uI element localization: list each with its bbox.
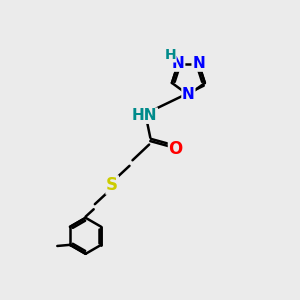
Text: N: N <box>182 87 195 102</box>
Text: H: H <box>164 48 176 62</box>
Text: HN: HN <box>132 108 157 123</box>
Text: S: S <box>106 176 118 194</box>
Text: N: N <box>192 56 205 71</box>
Text: N: N <box>172 56 184 71</box>
Text: O: O <box>169 140 183 158</box>
